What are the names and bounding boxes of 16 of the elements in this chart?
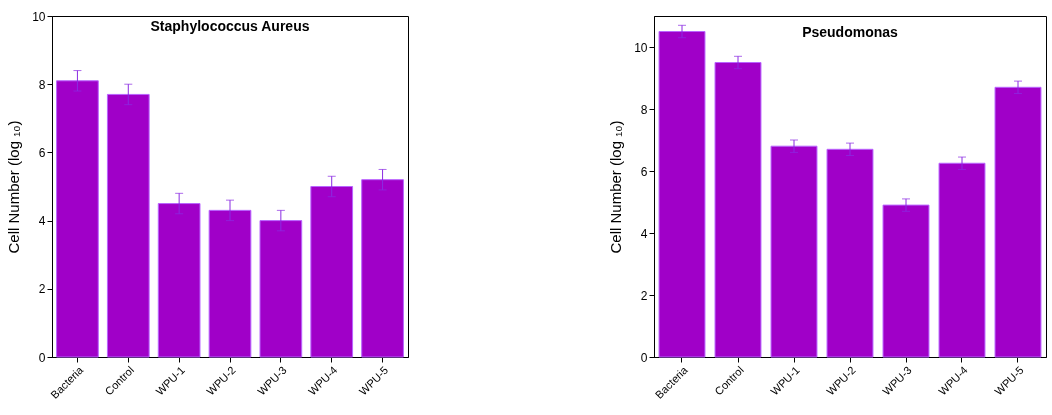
y-tick-label: 4 xyxy=(38,214,46,229)
y-tick-label: 6 xyxy=(640,164,648,179)
y-tick-label: 4 xyxy=(640,226,648,241)
y-tick-label: 0 xyxy=(640,350,648,365)
y-tick-label: 8 xyxy=(640,102,648,117)
y-tick-label: 6 xyxy=(38,145,46,160)
y-tick-label: 10 xyxy=(32,9,46,24)
y-axis-title: Cell Number (log ₁₀) xyxy=(607,120,625,254)
chart-title: Staphylococcus Aureus xyxy=(150,18,310,34)
text: Pseudomonas xyxy=(802,24,899,40)
y-tick-label: 0 xyxy=(38,350,46,365)
y-tick-label: 2 xyxy=(38,282,46,297)
y-tick-label: 2 xyxy=(640,288,648,303)
y-tick-label: 8 xyxy=(38,77,46,92)
y-axis-title: Cell Number (log ₁₀) xyxy=(5,120,23,254)
y-tick-label: 10 xyxy=(634,40,648,55)
